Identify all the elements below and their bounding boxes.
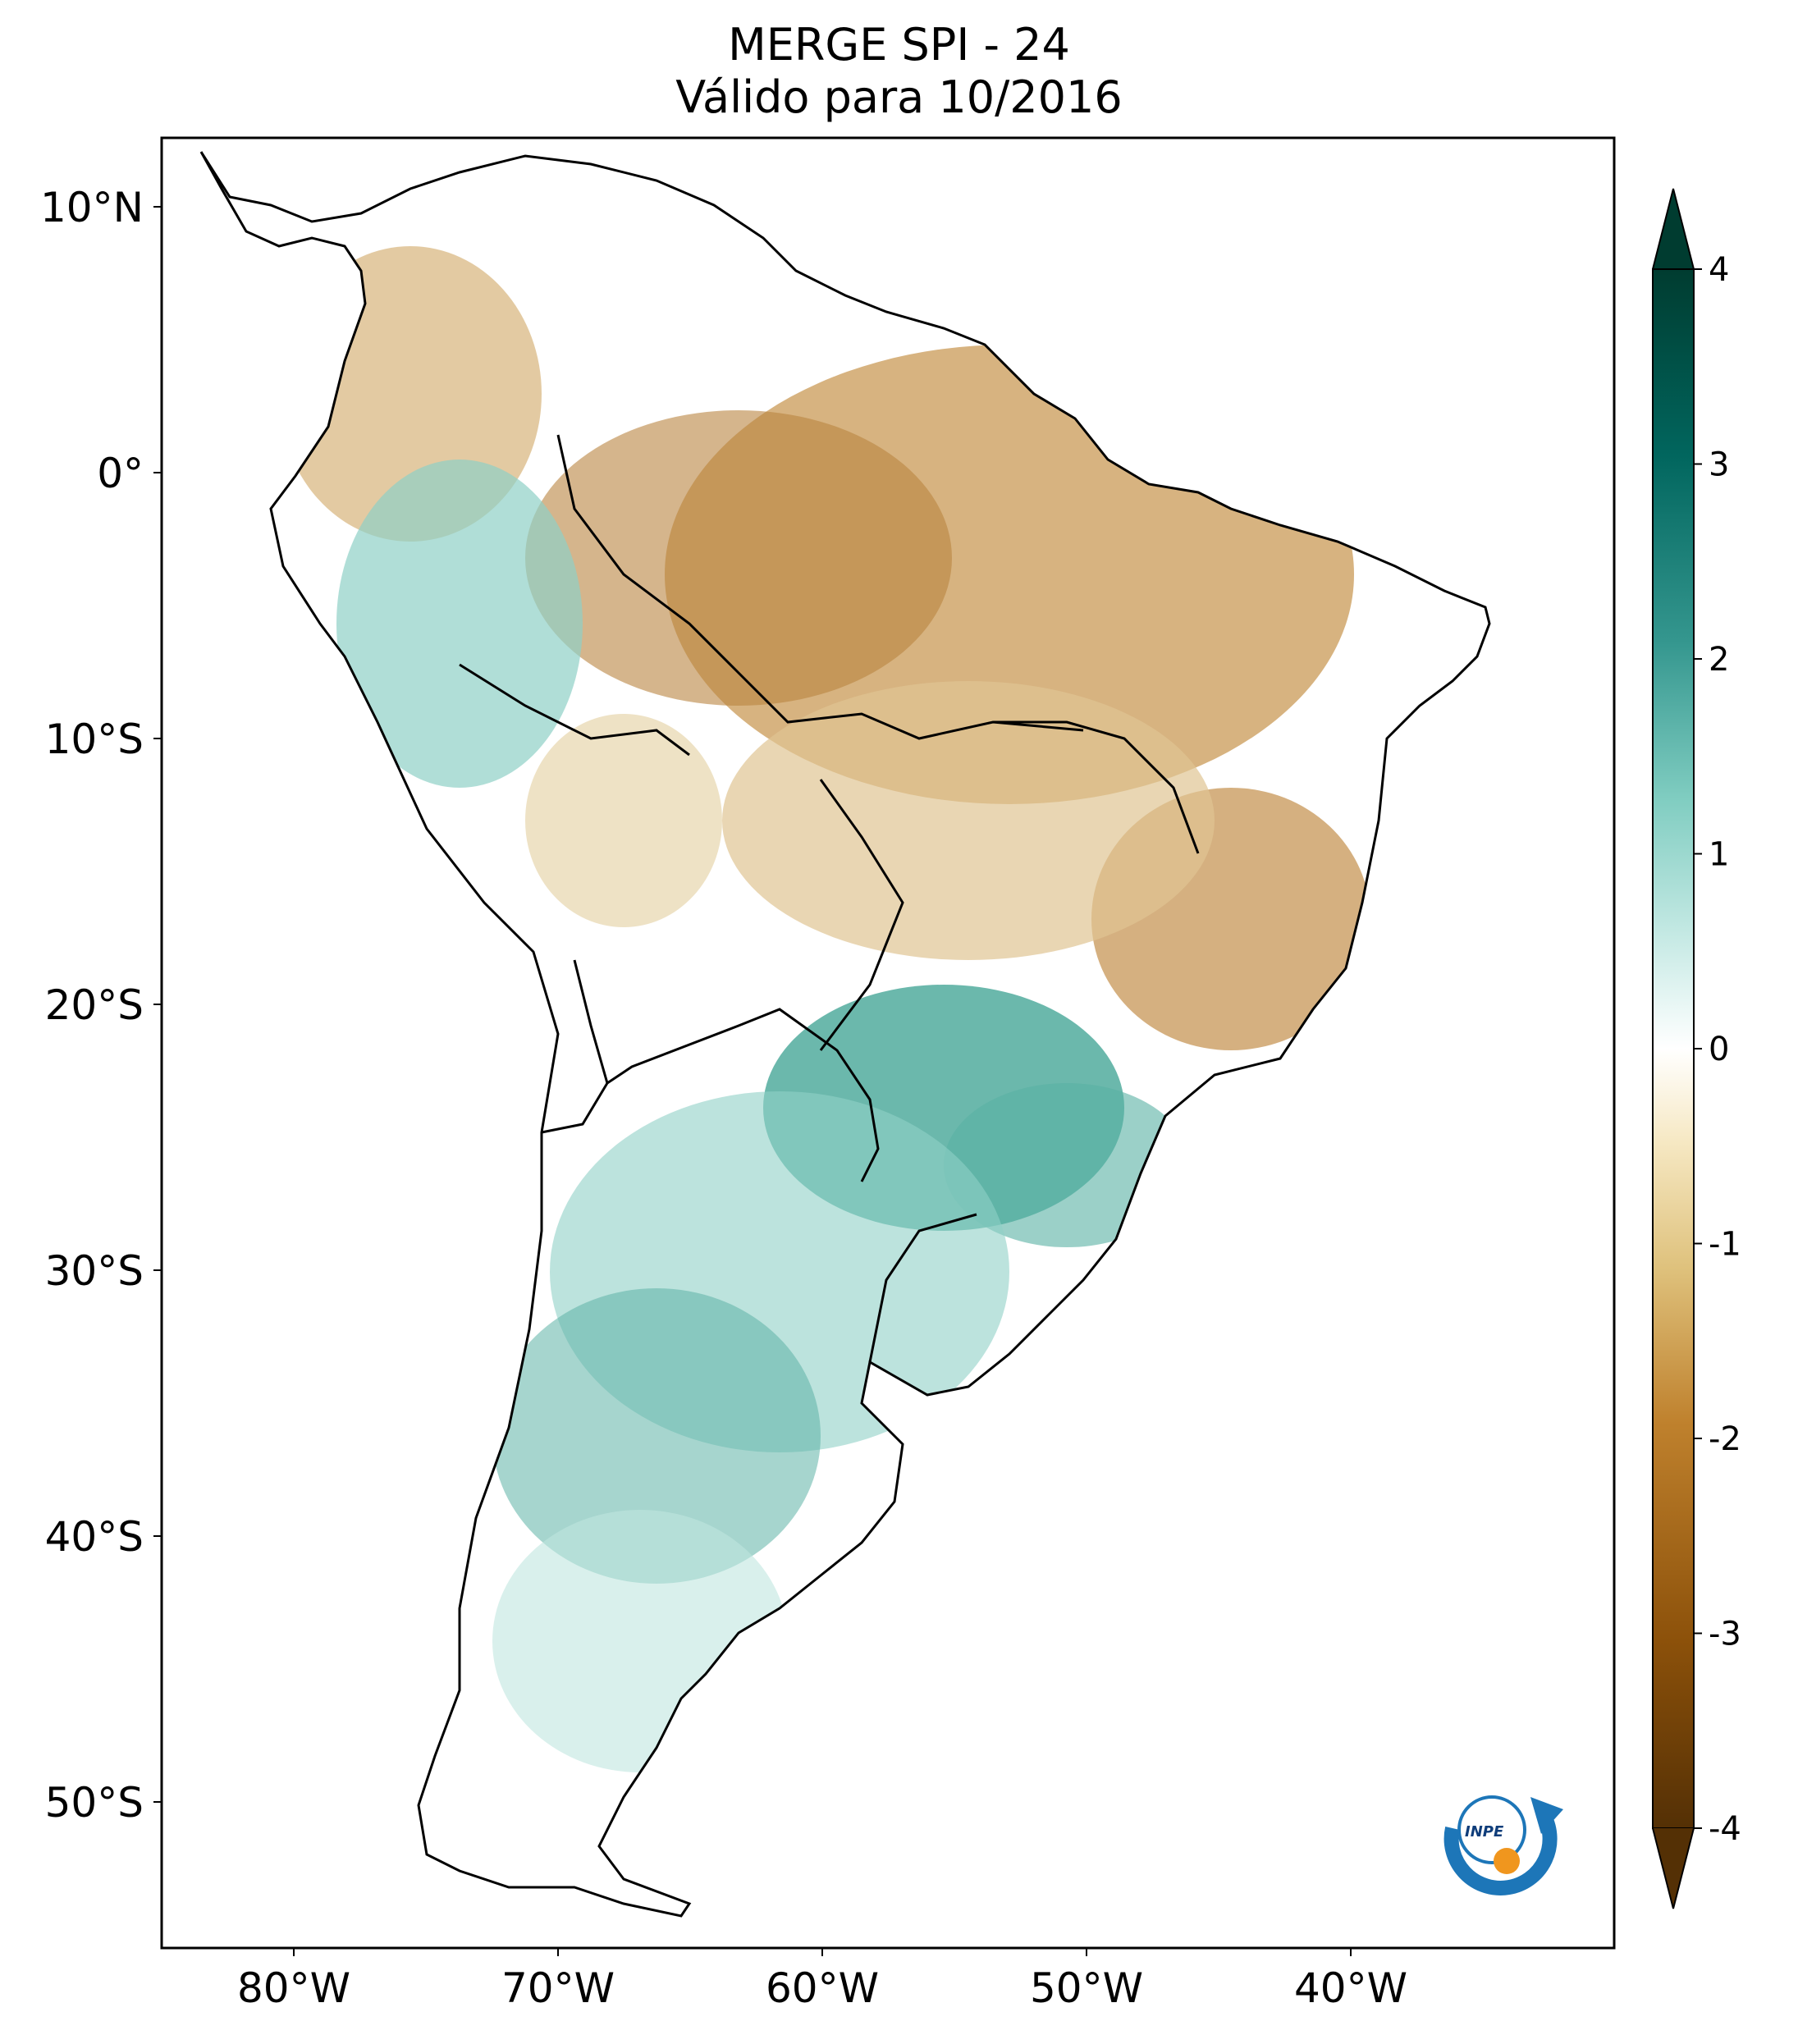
lat-label: 0°	[97, 450, 144, 497]
colorbar-tick-label: -4	[1709, 1810, 1741, 1848]
colorbar-tick-label: 0	[1709, 1031, 1729, 1068]
lat-label: 50°S	[45, 1779, 144, 1827]
longitude-axis: 80°W 70°W 60°W 50°W 40°W	[237, 1948, 1407, 2012]
colorbar-tick-label: 3	[1709, 446, 1729, 484]
colorbar-extend-bottom	[1653, 1828, 1694, 1909]
colorbar-tick-label: -1	[1709, 1226, 1741, 1264]
lon-label: 80°W	[237, 1964, 350, 2012]
lat-label: 30°S	[45, 1247, 144, 1295]
map-title: MERGE SPI - 24	[728, 19, 1070, 71]
map-subtitle: Válido para 10/2016	[675, 71, 1123, 123]
inpe-logo: INPE	[1443, 1795, 1563, 1895]
lat-label: 10°N	[40, 184, 144, 231]
lon-label: 50°W	[1030, 1964, 1143, 2012]
colorbar: 4 3 2 1 0 -1 -2 -3 -4	[1652, 188, 1741, 1909]
colorbar-extend-top	[1653, 189, 1694, 269]
colorbar-tick-label: 2	[1709, 641, 1729, 679]
lat-label: 20°S	[45, 981, 144, 1029]
lat-label: 40°S	[45, 1513, 144, 1561]
latitude-axis: 10°N 0° 10°S 20°S 30°S 40°S 50°S	[40, 184, 162, 1827]
coastline	[199, 151, 1491, 1918]
colorbar-gradient	[1652, 268, 1695, 1829]
colorbar-tick-label: 1	[1709, 836, 1729, 874]
logo-text: INPE	[1465, 1823, 1504, 1841]
country-borders	[459, 434, 1200, 1363]
lon-label: 60°W	[766, 1964, 879, 2012]
lon-label: 40°W	[1294, 1964, 1407, 2012]
lat-label: 10°S	[45, 716, 144, 763]
colorbar-tick-label: 4	[1709, 251, 1729, 289]
colorbar-tick-label: -3	[1709, 1616, 1741, 1653]
colorbar-tick-label: -2	[1709, 1420, 1741, 1458]
lon-label: 70°W	[501, 1964, 615, 2012]
